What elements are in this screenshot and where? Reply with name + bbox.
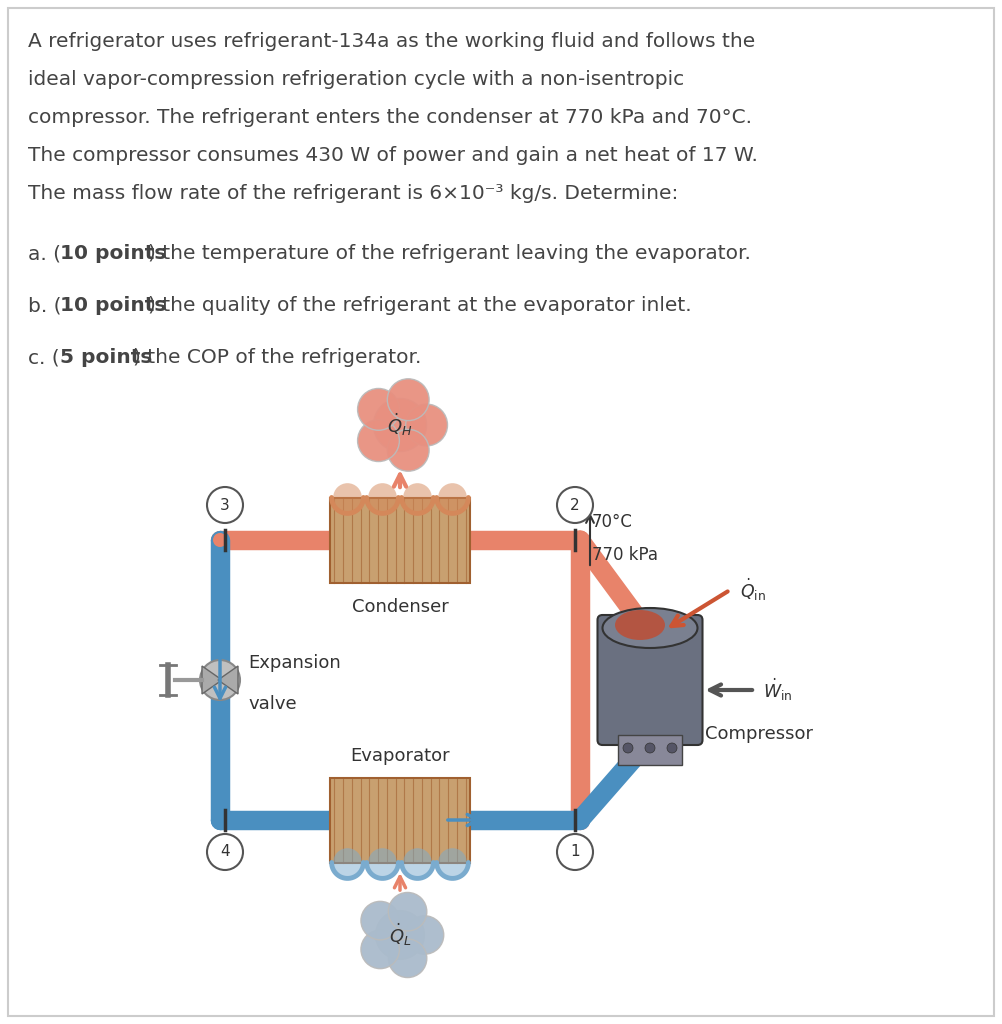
Circle shape bbox=[573, 813, 587, 827]
Circle shape bbox=[645, 743, 655, 753]
Circle shape bbox=[667, 743, 677, 753]
Circle shape bbox=[200, 660, 240, 700]
Text: compressor. The refrigerant enters the condenser at 770 kPa and 70°C.: compressor. The refrigerant enters the c… bbox=[28, 108, 752, 127]
Text: b. (: b. ( bbox=[28, 296, 61, 315]
Text: valve: valve bbox=[248, 695, 297, 713]
Bar bbox=[618, 735, 682, 765]
Circle shape bbox=[573, 534, 587, 547]
Circle shape bbox=[388, 379, 429, 421]
Circle shape bbox=[207, 487, 243, 523]
Circle shape bbox=[207, 834, 243, 870]
Text: ) the quality of the refrigerant at the evaporator inlet.: ) the quality of the refrigerant at the … bbox=[148, 296, 691, 315]
Polygon shape bbox=[218, 666, 238, 694]
Circle shape bbox=[213, 813, 227, 827]
Circle shape bbox=[557, 487, 593, 523]
Circle shape bbox=[334, 483, 362, 512]
Text: $\dot{Q}_H$: $\dot{Q}_H$ bbox=[387, 412, 413, 438]
Circle shape bbox=[389, 939, 427, 978]
Text: 10 points: 10 points bbox=[60, 244, 166, 263]
Circle shape bbox=[403, 848, 432, 877]
Text: c. (: c. ( bbox=[28, 348, 60, 367]
Text: $\dot{W}_{\mathrm{in}}$: $\dot{W}_{\mathrm{in}}$ bbox=[763, 677, 793, 703]
Text: Compressor: Compressor bbox=[705, 725, 814, 743]
Circle shape bbox=[334, 848, 362, 877]
Text: A refrigerator uses refrigerant-134a as the working fluid and follows the: A refrigerator uses refrigerant-134a as … bbox=[28, 32, 756, 51]
Text: 5 points: 5 points bbox=[60, 348, 152, 367]
Circle shape bbox=[358, 388, 400, 430]
Bar bbox=[330, 777, 470, 862]
Text: 4: 4 bbox=[220, 845, 229, 859]
Text: Condenser: Condenser bbox=[352, 598, 448, 616]
Circle shape bbox=[374, 398, 427, 452]
Ellipse shape bbox=[602, 608, 697, 648]
FancyBboxPatch shape bbox=[597, 615, 702, 745]
Text: The mass flow rate of the refrigerant is 6×10⁻³ kg/s. Determine:: The mass flow rate of the refrigerant is… bbox=[28, 184, 678, 203]
Circle shape bbox=[358, 420, 400, 462]
Text: Evaporator: Evaporator bbox=[350, 746, 450, 765]
Circle shape bbox=[361, 901, 400, 940]
Text: The compressor consumes 430 W of power and gain a net heat of 17 W.: The compressor consumes 430 W of power a… bbox=[28, 146, 758, 165]
Text: 2: 2 bbox=[570, 498, 580, 512]
Circle shape bbox=[557, 834, 593, 870]
Circle shape bbox=[405, 915, 444, 954]
Circle shape bbox=[388, 429, 429, 471]
Text: 10 points: 10 points bbox=[60, 296, 166, 315]
Text: ) the temperature of the refrigerant leaving the evaporator.: ) the temperature of the refrigerant lea… bbox=[148, 244, 750, 263]
Circle shape bbox=[368, 483, 397, 512]
Text: 70°C: 70°C bbox=[592, 513, 633, 531]
Polygon shape bbox=[202, 666, 222, 694]
Text: $\dot{Q}_L$: $\dot{Q}_L$ bbox=[389, 922, 411, 948]
Text: $\dot{Q}_{\mathrm{in}}$: $\dot{Q}_{\mathrm{in}}$ bbox=[740, 577, 766, 603]
Text: 3: 3 bbox=[220, 498, 229, 512]
Circle shape bbox=[213, 534, 227, 547]
Text: 770 kPa: 770 kPa bbox=[592, 546, 658, 564]
Ellipse shape bbox=[615, 610, 665, 640]
Circle shape bbox=[376, 910, 425, 959]
Text: ideal vapor-compression refrigeration cycle with a non-isentropic: ideal vapor-compression refrigeration cy… bbox=[28, 70, 684, 89]
Circle shape bbox=[438, 848, 467, 877]
Circle shape bbox=[368, 848, 397, 877]
Text: a. (: a. ( bbox=[28, 244, 61, 263]
Text: Expansion: Expansion bbox=[248, 654, 341, 672]
Circle shape bbox=[438, 483, 467, 512]
Text: ) the COP of the refrigerator.: ) the COP of the refrigerator. bbox=[133, 348, 422, 367]
Circle shape bbox=[623, 743, 633, 753]
Bar bbox=[330, 498, 470, 583]
Circle shape bbox=[389, 893, 427, 931]
Circle shape bbox=[361, 930, 400, 969]
Circle shape bbox=[403, 483, 432, 512]
Text: 1: 1 bbox=[570, 845, 580, 859]
Circle shape bbox=[406, 404, 448, 445]
